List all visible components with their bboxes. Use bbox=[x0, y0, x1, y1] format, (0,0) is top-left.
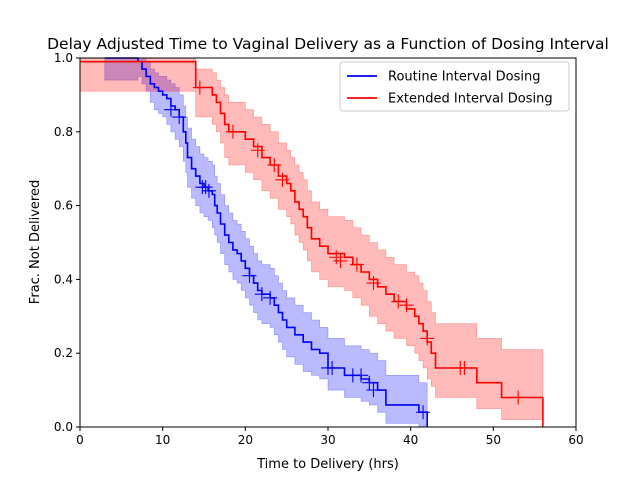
extended-censor-mark bbox=[457, 360, 472, 375]
extended-censor-mark bbox=[391, 294, 406, 309]
x-tick-label: 60 bbox=[568, 433, 583, 447]
chart-title: Delay Adjusted Time to Vaginal Delivery … bbox=[47, 35, 609, 53]
y-axis-ticks: 0.0 0.2 0.4 0.6 0.8 1.0 bbox=[54, 51, 80, 434]
extended-censor-mark bbox=[192, 80, 207, 95]
routine-censor-mark bbox=[263, 290, 278, 305]
y-tick-label: 0.0 bbox=[54, 420, 73, 434]
x-tick-label: 40 bbox=[403, 433, 418, 447]
x-axis-label: Time to Delivery (hrs) bbox=[256, 457, 399, 472]
legend-box bbox=[339, 61, 570, 112]
legend-label-extended: Extended Interval Dosing bbox=[388, 92, 553, 107]
y-tick-label: 0.6 bbox=[54, 199, 73, 213]
extended-censor-mark bbox=[275, 172, 290, 187]
extended-censor-mark bbox=[267, 158, 282, 173]
y-axis-label: Frac. Not Delivered bbox=[28, 180, 43, 304]
x-tick-label: 10 bbox=[155, 433, 170, 447]
routine-censor-mark bbox=[242, 268, 257, 283]
routine-censor-mark bbox=[201, 183, 216, 198]
routine-censor-mark bbox=[354, 368, 369, 383]
y-tick-label: 0.4 bbox=[54, 272, 73, 286]
routine-censor-mark bbox=[362, 375, 377, 390]
routine-censor-mark bbox=[325, 360, 340, 375]
legend-label-routine: Routine Interval Dosing bbox=[388, 70, 540, 85]
extended-censor-mark bbox=[420, 331, 435, 346]
routine-censor-mark bbox=[198, 180, 213, 195]
x-tick-label: 20 bbox=[238, 433, 253, 447]
censor-marks bbox=[163, 80, 526, 420]
extended-censor-mark bbox=[333, 253, 348, 268]
routine-censor-mark bbox=[416, 405, 431, 420]
extended-censor-mark bbox=[250, 143, 265, 158]
routine-censor-mark bbox=[172, 110, 187, 125]
x-axis-ticks: 0 10 20 30 40 50 60 bbox=[76, 427, 584, 447]
y-tick-label: 1.0 bbox=[54, 51, 73, 65]
y-tick-label: 0.8 bbox=[54, 125, 73, 139]
y-tick-label: 0.2 bbox=[54, 346, 73, 360]
extended-censor-mark bbox=[225, 124, 240, 139]
x-tick-label: 0 bbox=[76, 433, 84, 447]
legend: Routine Interval Dosing Extended Interval… bbox=[339, 61, 570, 112]
routine-censor-mark bbox=[254, 287, 269, 302]
extended-censor-mark bbox=[366, 276, 381, 291]
routine-survival-line bbox=[104, 57, 428, 427]
x-tick-label: 50 bbox=[486, 433, 501, 447]
routine-censor-mark bbox=[366, 383, 381, 398]
extended-censor-mark bbox=[349, 257, 364, 272]
extended-censor-mark bbox=[511, 390, 526, 405]
routine-censor-mark bbox=[163, 102, 178, 117]
extended-censor-mark bbox=[399, 298, 414, 313]
x-tick-label: 30 bbox=[320, 433, 335, 447]
